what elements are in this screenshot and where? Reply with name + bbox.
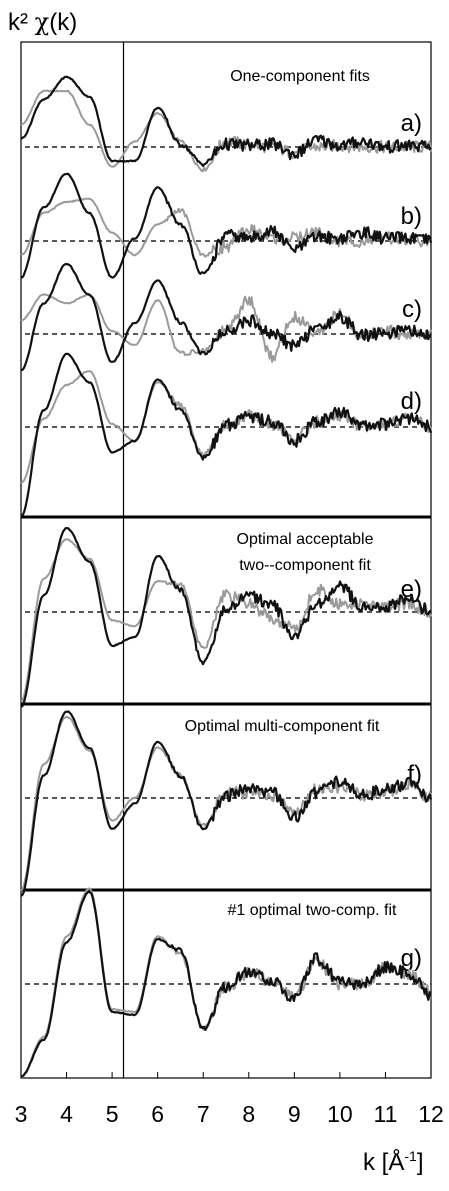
x-axis-label-unit: Å <box>388 1149 405 1176</box>
plot-frame <box>20 41 432 1079</box>
x-tick-label: 11 <box>373 1101 397 1127</box>
x-tick-label: 4 <box>60 1101 73 1127</box>
series-line-data <box>20 262 432 372</box>
x-tick-label: 10 <box>327 1101 353 1127</box>
x-tick-label: 3 <box>15 1101 28 1127</box>
panel-title: Optimal multi-component fit <box>185 718 380 735</box>
series-line-data <box>20 75 432 167</box>
panel-title: #1 optimal two-comp. fit <box>228 902 398 919</box>
panel-letter: g) <box>401 945 422 972</box>
series-line-fit <box>20 197 432 258</box>
series-line-data <box>20 890 432 1078</box>
panel-letter: b) <box>401 203 422 230</box>
y-axis-label-symbol: χ <box>34 8 50 36</box>
series-line-fit <box>20 538 432 703</box>
series-line-data <box>20 710 433 897</box>
panel-letter: a) <box>401 110 422 137</box>
y-axis-label: k² χ(k) <box>8 8 77 37</box>
series-line-data <box>20 526 432 708</box>
panel-title-line2: two--component fit <box>239 557 371 574</box>
x-axis-label-close: ] <box>416 1149 424 1176</box>
y-axis-label-prefix: k² <box>8 9 28 36</box>
x-tick-label: 6 <box>151 1101 164 1127</box>
x-axis-label-k: k [ <box>363 1149 389 1176</box>
series-line-data <box>20 352 433 518</box>
x-tick-label: 9 <box>288 1101 301 1127</box>
x-tick-label: 5 <box>106 1101 119 1127</box>
series-line-data <box>20 172 433 279</box>
panel-title: Optimal acceptable <box>237 531 374 548</box>
x-axis-label-exponent: -1 <box>404 1148 417 1164</box>
y-axis-label-suffix: (k) <box>49 9 78 36</box>
x-tick-label: 8 <box>242 1101 255 1127</box>
x-tick-label: 7 <box>197 1101 210 1127</box>
series-line-fit <box>20 89 432 173</box>
x-tick-label: 12 <box>418 1101 444 1127</box>
panel-letter: d) <box>401 388 422 415</box>
panel-letter: c) <box>402 296 422 323</box>
panel-title: One-component fits <box>230 68 370 85</box>
x-axis-label: k [Å-1] <box>363 1148 423 1177</box>
series-line-fit <box>20 715 432 892</box>
